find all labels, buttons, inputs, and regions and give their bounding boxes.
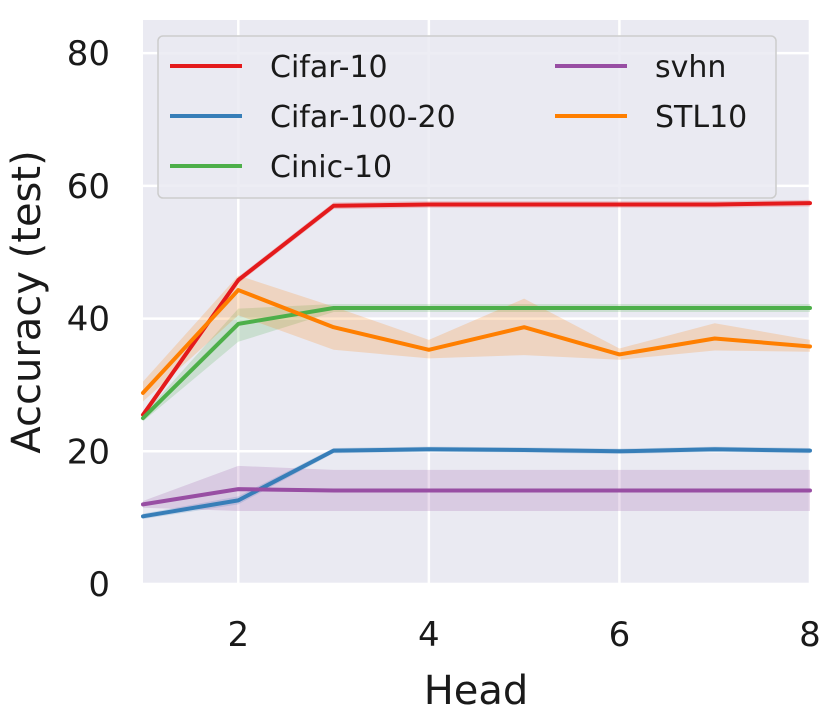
legend: Cifar-10 Cifar-100-20 Cinic-10 svhn STL10 — [157, 35, 777, 199]
series-line — [141, 201, 812, 417]
series-lines — [141, 201, 812, 519]
x-tick-labels: 2 4 6 8 — [227, 615, 820, 655]
y-tick-label: 40 — [67, 300, 110, 340]
y-tick-label: 80 — [67, 34, 110, 74]
y-tick-label: 20 — [67, 432, 110, 472]
legend-box — [157, 35, 777, 199]
x-tick-label: 6 — [609, 615, 631, 655]
legend-label: Cifar-100-20 — [270, 100, 456, 135]
x-tick-label: 2 — [227, 615, 249, 655]
series-line — [141, 447, 812, 519]
y-tick-labels: 0 20 40 60 80 — [67, 34, 110, 605]
series-line — [141, 305, 812, 421]
series-line — [141, 288, 812, 395]
y-tick-label: 0 — [88, 565, 110, 605]
legend-label: STL10 — [655, 100, 747, 135]
legend-label: svhn — [655, 50, 726, 85]
y-axis-label: Accuracy (test) — [4, 150, 50, 453]
x-tick-label: 8 — [799, 615, 821, 655]
y-tick-label: 60 — [67, 167, 110, 207]
legend-label: Cifar-10 — [270, 50, 388, 85]
series-line — [141, 487, 812, 507]
legend-label: Cinic-10 — [270, 150, 392, 185]
x-axis-label: Head — [424, 668, 529, 714]
x-tick-label: 4 — [418, 615, 440, 655]
